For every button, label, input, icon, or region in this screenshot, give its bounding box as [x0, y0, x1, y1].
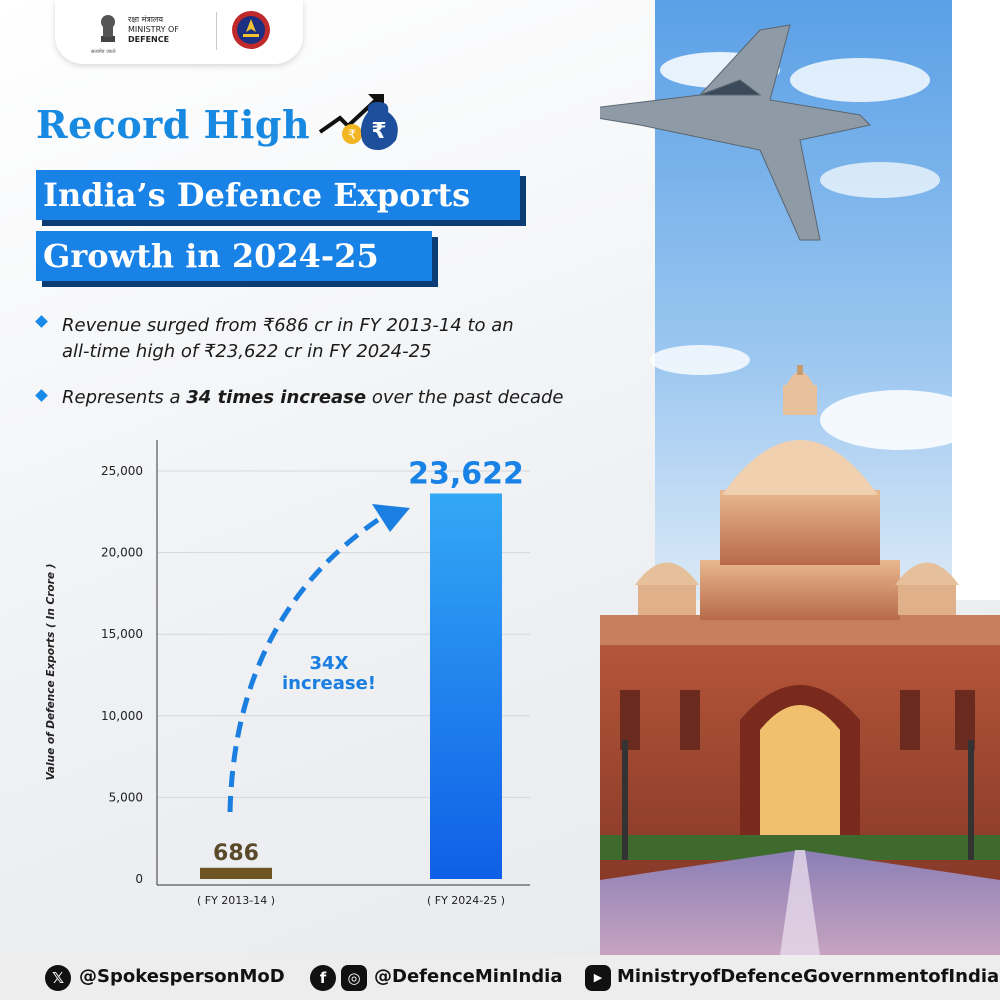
ministry-name: MINISTRY OF DEFENCE: [128, 25, 208, 45]
fighter-jet: [600, 24, 872, 241]
y-tick-label: 10,000: [101, 709, 143, 723]
annotation-34x: 34X increase!: [259, 654, 399, 694]
bullet-2-pre: Represents a: [62, 387, 187, 408]
bullet-2: Represents a 34 times increase over the …: [62, 385, 622, 411]
fb-ig-handle[interactable]: @DefenceMinIndia: [374, 966, 563, 987]
ministry-hindi: रक्षा मंत्रालय: [128, 15, 163, 24]
bar-value-label: 23,622: [408, 456, 524, 491]
annotation-line1: 34X: [309, 653, 349, 674]
y-tick-label: 0: [135, 872, 143, 886]
y-tick-label: 5,000: [109, 790, 143, 804]
y-tick-label: 20,000: [101, 546, 143, 560]
instagram-icon[interactable]: ◎: [341, 965, 367, 991]
y-tick-label: 15,000: [101, 627, 143, 641]
header-logo-pill: रक्षा मंत्रालय MINISTRY OF DEFENCE सत्यम…: [55, 0, 303, 64]
svg-text:₹: ₹: [348, 128, 356, 143]
motto-text: सत्यमेव जयते: [91, 49, 116, 55]
title-line-1: India’s Defence Exports: [36, 170, 520, 220]
bullet-1: Revenue surged from ₹686 cr in FY 2013-1…: [62, 313, 622, 365]
x-category-label: ( FY 2024-25 ): [427, 894, 505, 907]
youtube-icon[interactable]: ▶: [585, 965, 611, 991]
money-growth-icon: ₹ ₹: [318, 94, 398, 150]
national-emblem-icon: [101, 15, 115, 42]
svg-text:₹: ₹: [371, 119, 386, 144]
bullet-1-line1: Revenue surged from ₹686 cr in FY 2013-1…: [62, 315, 514, 336]
bar-1: [430, 493, 502, 879]
bar-chart: 0 5,000 10,000 15,000 20,000 25,000 686 ( FY 2…: [101, 440, 530, 907]
footer-bar: [0, 955, 1000, 1000]
growth-arrow: [227, 509, 392, 813]
x-category-label: ( FY 2013-14 ): [197, 894, 275, 907]
bar-value-label: 686: [213, 841, 259, 866]
x-handle[interactable]: @SpokespersonMoD: [79, 966, 285, 987]
growth-arrowhead-icon: [372, 504, 410, 532]
y-tick-label: 25,000: [101, 464, 143, 478]
ministry-line2: DEFENCE: [128, 35, 170, 44]
ministry-line1: MINISTRY OF: [128, 25, 179, 34]
title-line-2: Growth in 2024-25: [36, 231, 432, 281]
bar-0: [200, 867, 272, 879]
bullet-2-post: over the past decade: [366, 387, 564, 408]
bullet-2-bold: 34 times increase: [186, 387, 367, 408]
annotation-line2: increase!: [281, 673, 377, 694]
logo-divider: [216, 12, 217, 50]
facebook-icon[interactable]: f: [310, 965, 336, 991]
scenery-illustration: [600, 0, 1000, 955]
bullet-1-line2: all-time high of ₹23,622 cr in FY 2024-2…: [62, 341, 432, 362]
title-record-high: Record High: [36, 102, 311, 147]
x-icon[interactable]: 𝕏: [45, 965, 71, 991]
youtube-handle[interactable]: MinistryofDefenceGovernmentofIndia: [617, 966, 1000, 987]
department-logo-icon: [232, 11, 270, 49]
